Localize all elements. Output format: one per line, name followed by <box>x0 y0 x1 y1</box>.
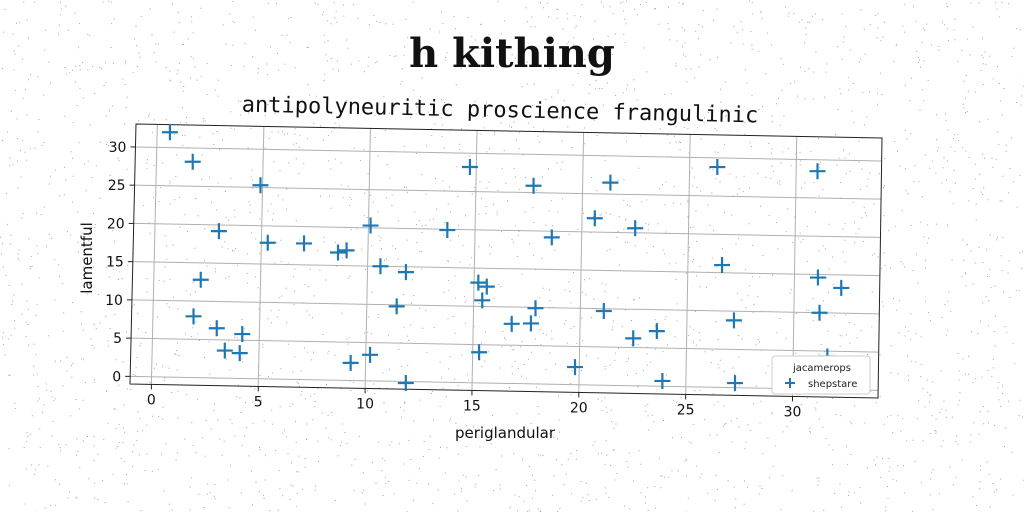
grid-line-x-25 <box>685 134 691 395</box>
chart-title: h kithing <box>409 30 615 77</box>
data-point-3 <box>210 223 227 240</box>
data-point-27 <box>503 315 520 332</box>
x-tick-label: 15 <box>463 398 481 414</box>
data-point-0 <box>161 124 178 141</box>
data-point-41 <box>714 257 731 274</box>
data-point-29 <box>527 300 544 317</box>
data-point-42 <box>725 312 742 329</box>
data-point-28 <box>522 315 539 332</box>
grid-line-y-5 <box>131 337 879 353</box>
data-point-40 <box>709 159 726 176</box>
legend-marker-shepstare <box>785 378 795 388</box>
data-point-47 <box>833 279 850 296</box>
legend-label-shepstare: shepstare <box>808 379 857 390</box>
data-point-39 <box>654 372 671 389</box>
data-point-7 <box>216 342 233 359</box>
plot-frame <box>129 123 883 399</box>
grid-line-y-10 <box>131 299 880 315</box>
data-point-38 <box>648 323 665 340</box>
data-point-34 <box>602 174 619 191</box>
data-point-4 <box>192 271 209 288</box>
y-tick-label: 25 <box>108 178 126 194</box>
data-point-46 <box>811 304 828 321</box>
y-tick-label: 0 <box>112 369 121 385</box>
data-point-23 <box>470 274 487 291</box>
grid-line-y-15 <box>132 261 880 277</box>
data-point-30 <box>525 177 542 194</box>
grid-line-x-15 <box>471 130 478 391</box>
data-point-10 <box>259 234 276 251</box>
grid-line-y-30 <box>135 146 882 162</box>
data-point-44 <box>809 163 826 180</box>
x-tick-label: 30 <box>784 404 802 420</box>
data-point-14 <box>362 217 379 234</box>
data-point-1 <box>184 153 201 170</box>
x-axis-label: periglandular <box>455 424 556 442</box>
axes-border <box>129 123 883 399</box>
grid-line-x-20 <box>578 132 585 393</box>
data-point-17 <box>388 298 405 315</box>
grid-line-y-0 <box>130 375 879 391</box>
data-point-36 <box>627 220 644 237</box>
grid-line-y-25 <box>134 184 882 200</box>
data-point-35 <box>595 303 612 320</box>
x-tick-label: 0 <box>147 392 156 408</box>
data-point-24 <box>478 278 495 295</box>
grid-line-x-5 <box>257 126 265 387</box>
data-point-33 <box>586 210 603 227</box>
legend-title: jacamerops <box>792 363 851 374</box>
data-point-21 <box>439 222 456 239</box>
grid-line-x-0 <box>150 124 158 385</box>
grid-line-x-10 <box>364 128 371 389</box>
y-axis-label: lamentful <box>78 222 96 294</box>
scatter-points <box>161 124 850 392</box>
data-point-11 <box>296 235 313 252</box>
y-tick-label: 15 <box>106 255 124 271</box>
data-point-31 <box>543 229 560 246</box>
data-point-16 <box>397 264 414 281</box>
legend-plus-marker <box>785 378 795 388</box>
axis-ticks: 0 5 10 15 20 25 30 0 5 10 15 20 25 30 <box>105 140 801 420</box>
y-tick-label: 30 <box>109 140 127 156</box>
data-point-25 <box>474 292 491 309</box>
x-tick-label: 20 <box>570 400 588 416</box>
data-point-2 <box>252 177 269 194</box>
x-tick-label: 25 <box>677 402 695 418</box>
chart-subtitle: antipolyneuritic proscience frangulinic <box>242 93 759 129</box>
grid <box>130 124 882 397</box>
data-point-9 <box>234 326 251 343</box>
data-point-20 <box>397 375 414 392</box>
legend: jacamerops shepstare <box>771 355 871 395</box>
data-point-19 <box>362 346 379 363</box>
legend-box <box>771 355 871 395</box>
data-point-22 <box>461 158 478 175</box>
y-tick-label: 20 <box>107 216 125 232</box>
data-point-26 <box>471 344 488 361</box>
data-point-18 <box>342 354 359 371</box>
y-tick-label: 10 <box>105 293 123 309</box>
data-point-15 <box>372 258 389 275</box>
data-point-13 <box>338 242 355 259</box>
data-point-43 <box>727 375 744 392</box>
grid-line-y-20 <box>133 222 881 238</box>
data-point-45 <box>809 269 826 286</box>
data-point-37 <box>625 330 642 347</box>
grid-line-x-30 <box>792 136 798 397</box>
x-tick-label: 5 <box>254 394 263 410</box>
data-point-12 <box>330 244 347 261</box>
y-tick-label: 5 <box>113 331 122 347</box>
x-tick-label: 10 <box>356 396 374 412</box>
data-point-6 <box>208 320 225 337</box>
data-point-32 <box>566 359 583 376</box>
data-point-5 <box>185 308 202 325</box>
data-point-8 <box>231 345 248 362</box>
